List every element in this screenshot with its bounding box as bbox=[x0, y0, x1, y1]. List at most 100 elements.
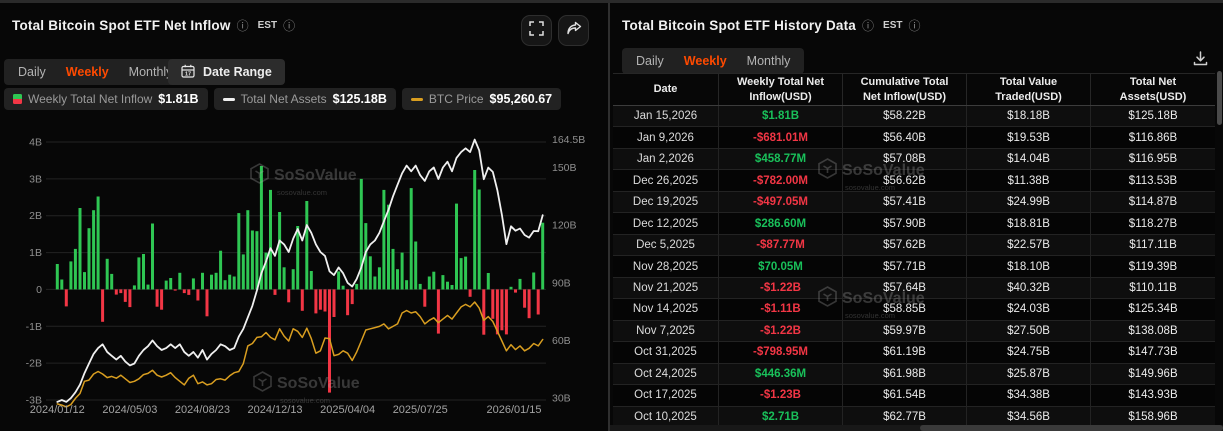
table-row: Nov 28,2025 $70.05M $57.71B $18.10B $119.39B bbox=[613, 256, 1215, 278]
svg-text:150B: 150B bbox=[552, 162, 577, 174]
timezone-label: EST bbox=[883, 20, 903, 31]
column-header: Date bbox=[613, 74, 719, 105]
legend-label: Weekly Total Net Inflow bbox=[28, 92, 153, 106]
download-button[interactable] bbox=[1190, 51, 1210, 71]
cell-weekly-inflow: -$87.77M bbox=[719, 234, 843, 256]
chart-legend: Weekly Total Net Inflow $1.81B Total Net A… bbox=[4, 88, 562, 110]
page-top-strip bbox=[0, 0, 1223, 3]
bar-swatch-icon bbox=[13, 94, 22, 104]
svg-text:0: 0 bbox=[36, 284, 42, 296]
x-axis-labels: 2024/01/12 2024/05/03 2024/08/23 2024/12/13… bbox=[0, 404, 608, 418]
info-icon[interactable]: ⓘ bbox=[908, 18, 921, 33]
chart-tab-daily[interactable]: Daily bbox=[18, 65, 46, 79]
panel-divider bbox=[608, 3, 610, 431]
left-axis-labels: 4B 3B 2B 1B 0 -1B -2B -3B bbox=[26, 137, 43, 407]
bars-weekly-net-inflow bbox=[55, 166, 545, 393]
cell-weekly-inflow: -$782.00M bbox=[719, 170, 843, 191]
cell-date: Dec 5,2025 bbox=[613, 234, 719, 256]
cell-date: Nov 14,2025 bbox=[613, 299, 719, 320]
cell-weekly-inflow: $446.36M bbox=[719, 363, 843, 385]
column-header: Weekly Total Net Inflow(USD) bbox=[719, 74, 843, 105]
table-row: Oct 17,2025 -$1.23B $61.54B $34.38B $143.93B bbox=[613, 385, 1215, 407]
table-row: Oct 31,2025 -$798.95M $61.19B $24.75B $147.7… bbox=[613, 342, 1215, 364]
cell-net-assets: $116.86B bbox=[1128, 131, 1178, 144]
cell-net-assets: $158.96B bbox=[1128, 410, 1178, 423]
cell-cumulative-inflow: $61.54B bbox=[843, 385, 967, 406]
cell-date: Nov 7,2025 bbox=[613, 320, 719, 342]
info-icon[interactable]: ⓘ bbox=[283, 18, 296, 33]
table-horizontal-scrollbar[interactable] bbox=[920, 425, 1223, 431]
cell-weekly-inflow: -$681.01M bbox=[719, 127, 843, 148]
cell-cumulative-inflow: $57.08B bbox=[843, 148, 967, 170]
cell-value-traded: $24.99B bbox=[967, 191, 1091, 213]
cell-date: Dec 19,2025 bbox=[613, 191, 719, 213]
cell-net-assets: $116.95B bbox=[1128, 153, 1178, 166]
legend-item-total-net-assets[interactable]: Total Net Assets $125.18B bbox=[213, 88, 396, 110]
svg-text:2B: 2B bbox=[29, 210, 42, 222]
table-tab-weekly[interactable]: Weekly bbox=[683, 54, 727, 68]
cell-value-traded: $14.04B bbox=[967, 148, 1091, 170]
cell-value-traded: $25.87B bbox=[967, 363, 1091, 385]
cell-date: Jan 15,2026 bbox=[613, 106, 719, 127]
x-axis-label: 2024/08/23 bbox=[174, 404, 230, 416]
cell-cumulative-inflow: $57.90B bbox=[843, 213, 967, 234]
line-btc-price bbox=[56, 301, 544, 408]
cell-cumulative-inflow: $57.71B bbox=[843, 256, 967, 277]
chart-tab-weekly[interactable]: Weekly bbox=[65, 65, 109, 79]
cell-weekly-inflow: $286.60M bbox=[719, 213, 843, 234]
svg-text:30B: 30B bbox=[552, 393, 571, 405]
table-vertical-scrollbar[interactable] bbox=[1217, 71, 1222, 125]
cell-value-traded: $19.53B bbox=[967, 127, 1091, 148]
table-row: Oct 24,2025 $446.36M $61.98B $25.87B $149.96… bbox=[613, 363, 1215, 386]
x-axis-label: 2024/05/03 bbox=[102, 404, 158, 416]
legend-item-weekly-total-net-inflow[interactable]: Weekly Total Net Inflow $1.81B bbox=[4, 88, 208, 110]
cell-cumulative-inflow: $58.22B bbox=[843, 106, 967, 127]
cell-weekly-inflow: -$1.23B bbox=[719, 385, 843, 406]
svg-text:-1B: -1B bbox=[26, 321, 42, 333]
table-horizontal-scrollbar-track bbox=[610, 425, 1223, 431]
cell-date: Jan 9,2026 bbox=[613, 127, 719, 148]
share-button[interactable] bbox=[558, 15, 589, 46]
cell-date: Nov 28,2025 bbox=[613, 256, 719, 277]
svg-text:4B: 4B bbox=[29, 137, 42, 149]
net-assets-line-swatch-icon bbox=[222, 97, 235, 101]
cell-cumulative-inflow: $61.98B bbox=[843, 363, 967, 385]
table-tab-daily[interactable]: Daily bbox=[636, 54, 664, 68]
svg-text:120B: 120B bbox=[552, 220, 577, 232]
legend-value: $125.18B bbox=[332, 92, 387, 106]
table-row: Nov 14,2025 -$1.11B $58.85B $24.03B $125.34B bbox=[613, 299, 1215, 321]
cell-value-traded: $11.38B bbox=[967, 170, 1091, 191]
cell-date: Nov 21,2025 bbox=[613, 277, 719, 299]
cell-net-assets: $119.39B bbox=[1128, 260, 1178, 273]
cell-cumulative-inflow: $57.41B bbox=[843, 191, 967, 213]
table-panel-title: Total Bitcoin Spot ETF History Data bbox=[622, 18, 857, 33]
cell-weekly-inflow: $70.05M bbox=[719, 256, 843, 277]
table-row: Dec 26,2025 -$782.00M $56.62B $11.38B $113.5… bbox=[613, 170, 1215, 192]
download-icon bbox=[1192, 50, 1209, 72]
table-row: Oct 10,2025 $2.71B $62.77B $34.56B $158.96B bbox=[613, 406, 1215, 429]
table-period-tabs: Daily Weekly Monthly bbox=[622, 48, 805, 74]
info-icon[interactable]: ⓘ bbox=[236, 18, 249, 33]
info-icon[interactable]: ⓘ bbox=[862, 18, 875, 33]
cell-value-traded: $24.03B bbox=[967, 299, 1091, 320]
cell-cumulative-inflow: $59.97B bbox=[843, 320, 967, 342]
cell-date: Oct 31,2025 bbox=[613, 342, 719, 363]
table-tab-monthly[interactable]: Monthly bbox=[746, 54, 791, 68]
cell-date: Oct 17,2025 bbox=[613, 385, 719, 406]
chart-tab-monthly[interactable]: Monthly bbox=[128, 65, 173, 79]
column-header: Total Value Traded(USD) bbox=[967, 74, 1091, 105]
cell-cumulative-inflow: $57.62B bbox=[843, 234, 967, 256]
table-body: Jan 15,2026 $1.81B $58.22B $18.18B $125.18B J… bbox=[613, 106, 1215, 429]
legend-label: BTC Price bbox=[428, 92, 484, 106]
x-axis-label: 2024/12/13 bbox=[247, 404, 303, 416]
legend-item-btc-price[interactable]: BTC Price $95,260.67 bbox=[401, 88, 562, 110]
table-title-row: Total Bitcoin Spot ETF History Data ⓘ ES… bbox=[622, 18, 921, 33]
fullscreen-button[interactable] bbox=[521, 15, 552, 46]
date-range-button[interactable]: 17 Date Range bbox=[168, 59, 285, 85]
cell-cumulative-inflow: $56.40B bbox=[843, 127, 967, 148]
calendar-icon: 17 bbox=[181, 64, 195, 81]
cell-weekly-inflow: -$798.95M bbox=[719, 342, 843, 363]
cell-value-traded: $27.50B bbox=[967, 320, 1091, 342]
cell-net-assets: $125.34B bbox=[1128, 303, 1178, 316]
cell-weekly-inflow: -$1.22B bbox=[719, 277, 843, 299]
